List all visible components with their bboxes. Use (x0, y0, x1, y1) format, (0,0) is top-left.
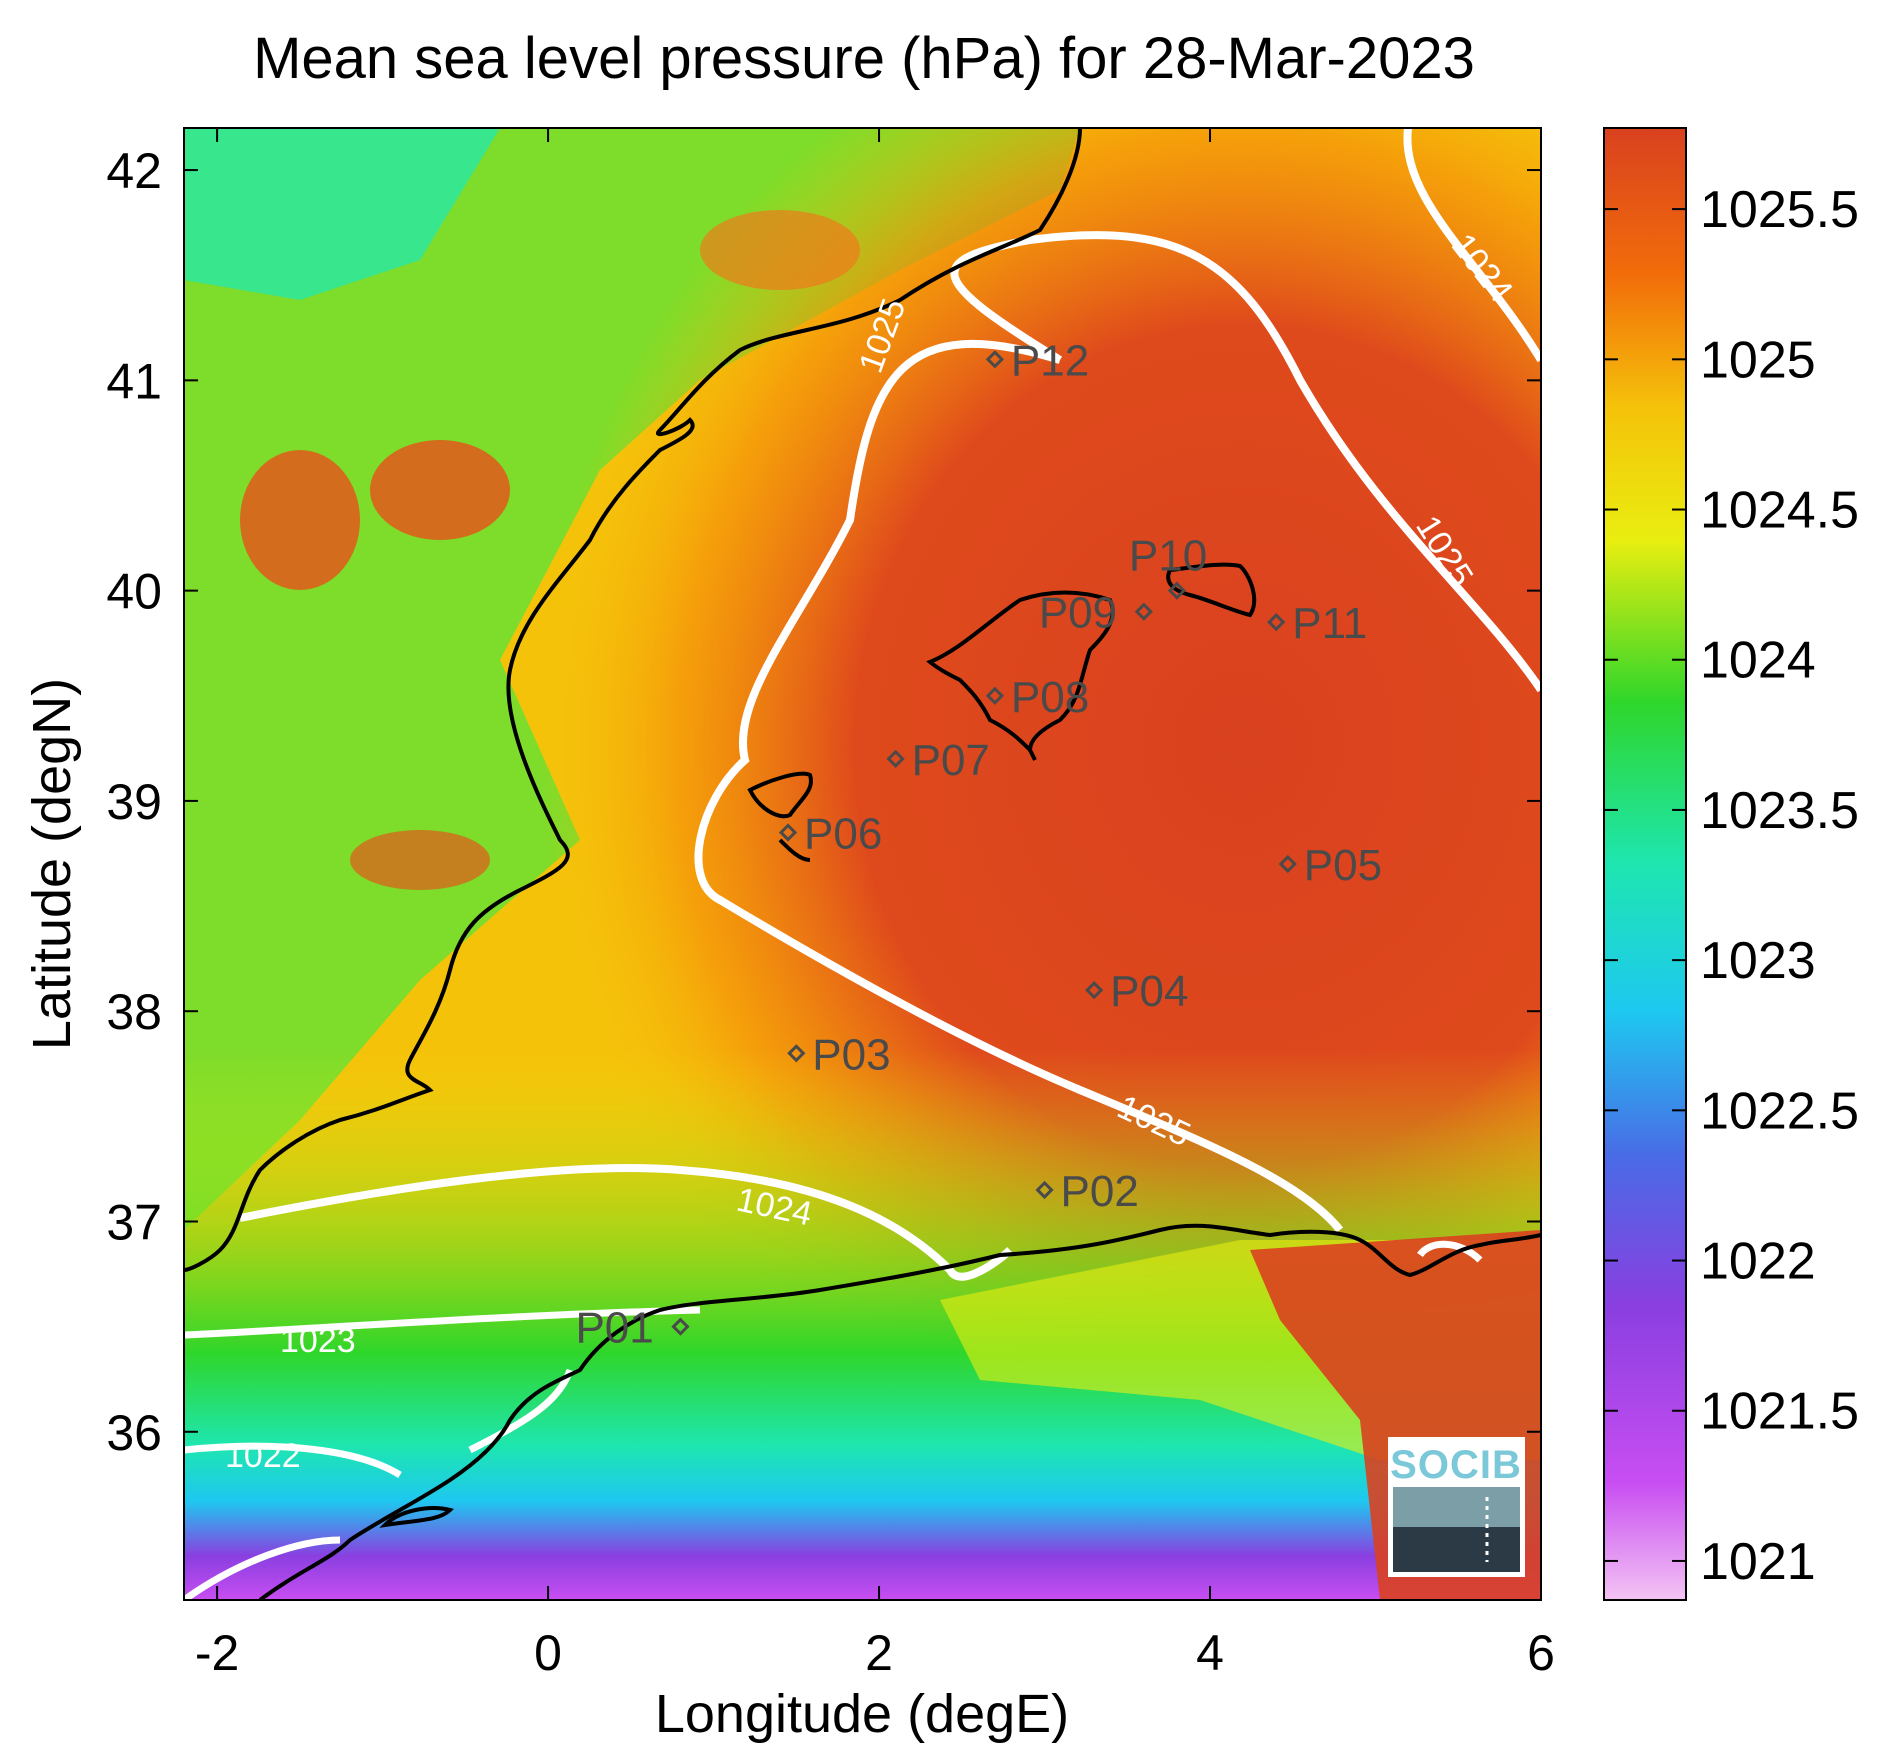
colorbar (1603, 127, 1687, 1601)
y-tick-label: 39 (106, 774, 162, 830)
colorbar-tick-label: 1024 (1700, 632, 1816, 690)
y-tick-label: 38 (106, 984, 162, 1040)
station-marker-p08 (985, 686, 1005, 705)
x-tick-label: 4 (1196, 1625, 1224, 1681)
x-axis-label: Longitude (degE) (655, 1684, 1069, 1744)
station-label: P09 (1039, 589, 1117, 638)
contour-1024-ne (1403, 128, 1541, 363)
station-marker-p06 (778, 823, 798, 842)
chart-title: Mean sea level pressure (hPa) for 28-Mar… (253, 26, 1475, 91)
y-axis-label: Latitude (degN) (22, 678, 82, 1050)
y-axis: 42 41 40 39 38 37 36 (106, 143, 1541, 1461)
contour-1024-s (239, 1164, 1013, 1281)
colorbar-tick-label: 1021.5 (1700, 1383, 1859, 1441)
y-tick-label: 41 (106, 353, 162, 409)
station-label: P10 (1129, 532, 1207, 581)
station-label: P06 (804, 809, 882, 858)
x-axis: -2 0 2 4 6 (195, 128, 1555, 1681)
y-tick-label: 40 (106, 564, 162, 620)
station-marker-p05 (1278, 854, 1297, 874)
station-marker-p04 (1085, 981, 1104, 1000)
station-label: P02 (1061, 1167, 1139, 1216)
station-marker-p10 (1167, 581, 1187, 600)
y-tick-label: 37 (106, 1194, 162, 1250)
station-marker-p03 (787, 1044, 806, 1063)
station-marker-p09 (1134, 602, 1153, 621)
svg-text:1022: 1022 (225, 1437, 301, 1475)
station-label: P01 (575, 1304, 653, 1353)
station-label: P07 (912, 736, 990, 785)
colorbar-tick-label: 1025.5 (1700, 181, 1859, 239)
station-label: P04 (1110, 967, 1188, 1016)
station-label: P12 (1011, 336, 1089, 385)
colorbar-tick-label: 1025 (1700, 331, 1816, 389)
contour-1025b (694, 340, 1344, 1233)
africa-coast (258, 1223, 1541, 1600)
x-tick-label: 0 (534, 1625, 562, 1681)
x-tick-label: 6 (1527, 1625, 1555, 1681)
station-label: P08 (1011, 673, 1089, 722)
station-marker-p11 (1267, 613, 1286, 632)
map-frame (183, 127, 1542, 1601)
x-tick-label: -2 (195, 1625, 239, 1681)
logo-text: SOCIB (1390, 1443, 1522, 1487)
ibiza-coast (747, 771, 813, 819)
station-label: P05 (1304, 841, 1382, 890)
station-label: P11 (1292, 599, 1367, 648)
menorca-coast (1166, 562, 1257, 618)
x-tick-label: 2 (865, 1625, 893, 1681)
station-marker-p12 (985, 350, 1005, 369)
socib-logo: SOCIB (1388, 1437, 1525, 1577)
colorbar-tick-label: 1024.5 (1700, 482, 1859, 540)
station-marker-p01 (671, 1317, 690, 1336)
iberia-coast (184, 128, 1082, 1272)
station-marker-p02 (1035, 1180, 1054, 1200)
svg-text:1023: 1023 (280, 1322, 356, 1360)
station-marker-p07 (886, 749, 905, 768)
colorbar-tick-label: 1023.5 (1700, 782, 1859, 840)
contour-1022 (184, 1368, 574, 1600)
mallorca-coast (926, 590, 1115, 755)
y-tick-label: 36 (106, 1405, 162, 1461)
station-label: P03 (812, 1030, 890, 1079)
contour-1025 (950, 231, 1541, 693)
colorbar-ticks: 1025.5 1025 1024.5 1024 1023.5 1023 1022.5 1022… (1604, 181, 1859, 1591)
colorbar-tick-label: 1022 (1700, 1233, 1816, 1291)
y-tick-label: 42 (106, 143, 162, 199)
contour-1023 (184, 1306, 701, 1339)
colorbar-tick-label: 1023 (1700, 932, 1816, 990)
colorbar-tick-label: 1022.5 (1700, 1082, 1859, 1140)
colorbar-tick-label: 1021 (1700, 1533, 1816, 1591)
